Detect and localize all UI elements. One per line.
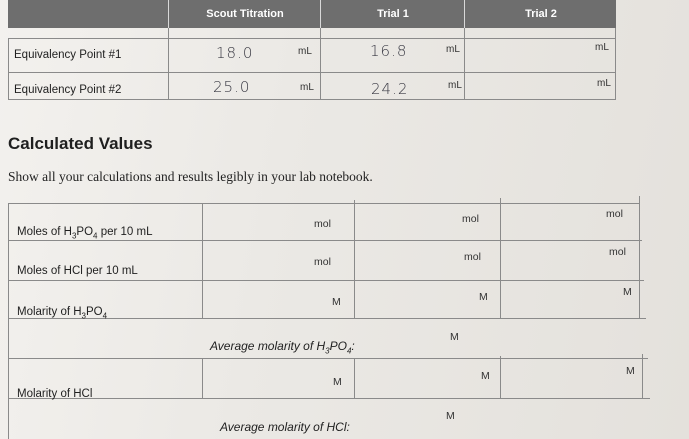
unit-mol: mol [609,246,626,258]
unit-molar: M [623,286,632,298]
divider [500,198,501,318]
divider [464,28,465,100]
unit-ml: mL [595,42,609,53]
divider [639,196,640,318]
table-row-equivalency-1: Equivalency Point #1 [8,38,616,73]
unit-ml: mL [300,82,314,93]
unit-molar: M [479,291,488,303]
average-molarity-hcl-label: Average molarity of HCl: [220,420,350,434]
scout-eq2-value[interactable]: 25.0 [213,78,251,96]
header-trial-1: Trial 1 [320,0,465,28]
unit-ml: mL [448,80,462,91]
header-trial-2: Trial 2 [464,0,617,28]
divider [320,28,321,100]
divider [615,28,616,100]
section-title: Calculated Values [8,134,153,153]
unit-mol: mol [314,256,331,268]
row-label-molarity-hcl: Molarity of HCl [17,388,93,400]
divider [8,203,640,204]
row-label-molarity-h3po4: Molarity of H3PO4 [17,306,108,321]
unit-ml: mL [597,78,611,89]
titration-table-header: Scout Titration Trial 1 Trial 2 [8,0,616,28]
row-label-moles-hcl: Moles of HCl per 10 mL [17,265,138,277]
unit-molar: M [481,370,490,382]
divider [8,203,9,439]
divider [8,358,648,359]
divider [202,358,203,398]
divider [642,354,643,398]
divider [354,358,355,398]
unit-ml: mL [446,44,460,55]
divider [500,356,501,398]
unit-molar: M [446,410,455,422]
divider [354,200,355,318]
divider [202,203,203,318]
divider [8,38,9,100]
divider [8,240,642,241]
scout-eq1-value[interactable]: 18.0 [216,44,254,62]
row-label-equivalency-2: Equivalency Point #2 [14,84,122,96]
unit-mol: mol [464,251,481,263]
header-scout-titration: Scout Titration [168,0,321,28]
unit-mol: mol [606,208,623,220]
trial1-eq2-value[interactable]: 24.2 [371,80,409,98]
divider [8,280,644,281]
unit-ml: mL [298,46,312,57]
average-molarity-h3po4-label: Average molarity of H3PO4: [210,339,355,356]
row-label-moles-h3po4: Moles of H3PO4 per 10 mL [17,226,153,241]
unit-mol: mol [314,218,331,230]
unit-mol: mol [462,213,479,225]
unit-molar: M [450,331,459,343]
trial1-eq1-value[interactable]: 16.8 [370,42,408,60]
instructions-text: Show all your calculations and results l… [8,169,373,184]
divider [8,318,646,319]
divider [8,38,616,39]
divider [168,28,169,100]
table-row-equivalency-2: Equivalency Point #2 [8,73,616,100]
divider [8,398,650,399]
unit-molar: M [333,376,342,388]
titration-results-table: Scout Titration Trial 1 Trial 2 Equivale… [8,0,616,100]
unit-molar: M [332,296,341,308]
unit-molar: M [626,365,635,377]
row-label-equivalency-1: Equivalency Point #1 [14,49,122,61]
